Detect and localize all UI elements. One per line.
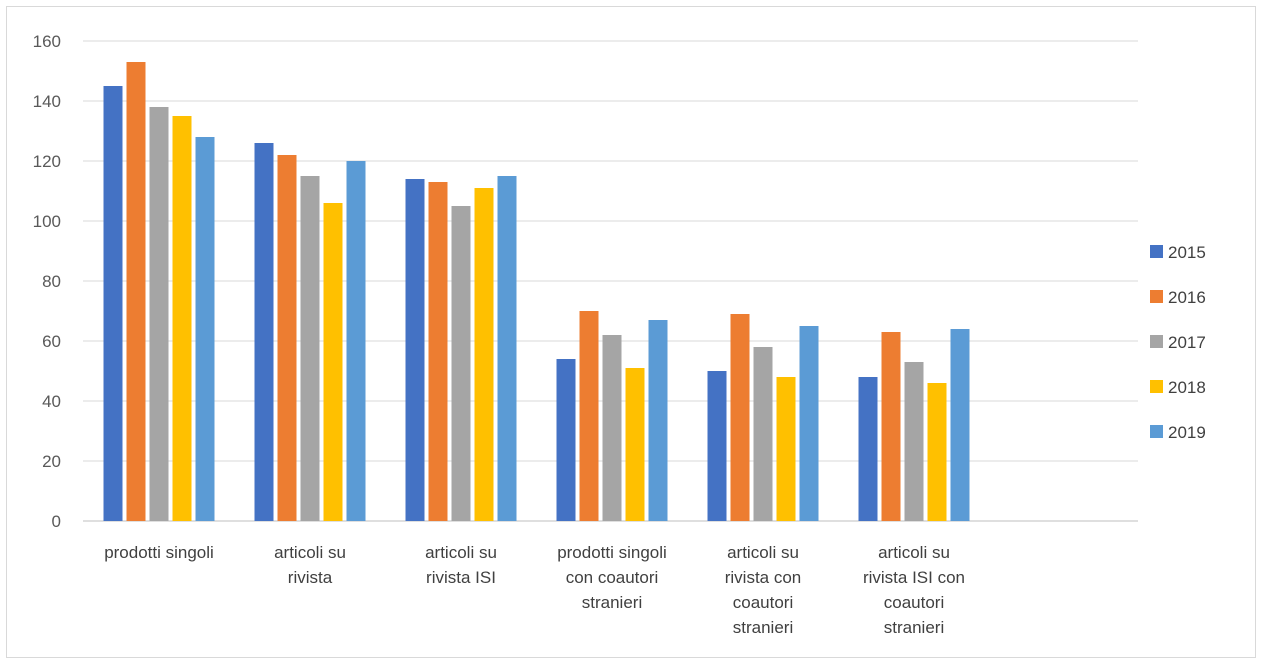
bar-2016 <box>730 314 750 521</box>
y-axis-ticks: 0 20 40 60 80 100 120 140 160 <box>33 32 61 531</box>
legend-swatch <box>1150 245 1163 258</box>
legend-swatch <box>1150 425 1163 438</box>
bar-2015 <box>707 371 727 521</box>
bar-2016 <box>277 155 297 521</box>
x-category-label: prodotti singoli <box>104 543 214 562</box>
legend-label: 2017 <box>1168 333 1206 352</box>
legend-label: 2016 <box>1168 288 1206 307</box>
legend-item-2019[interactable]: 2019 <box>1150 423 1206 442</box>
x-axis-categories: prodotti singoli articoli su rivista artico… <box>104 543 965 637</box>
bar-2019 <box>346 161 366 521</box>
bar-2017 <box>753 347 773 521</box>
bar-2018 <box>776 377 796 521</box>
x-category-label: prodotti singoli con coautori stranieri <box>557 543 667 612</box>
bar-2016 <box>881 332 901 521</box>
legend-swatch <box>1150 290 1163 303</box>
y-tick-label: 100 <box>33 212 61 231</box>
y-tick-label: 80 <box>42 272 61 291</box>
x-category-label: articoli su rivista ISI con coautori strani… <box>863 543 965 637</box>
bar-2019 <box>497 176 517 521</box>
bar-2019 <box>799 326 819 521</box>
bar-2018 <box>323 203 343 521</box>
y-tick-label: 60 <box>42 332 61 351</box>
bar-2019 <box>950 329 970 521</box>
bar-2015 <box>103 86 123 521</box>
bar-2017 <box>904 362 924 521</box>
legend-item-2015[interactable]: 2015 <box>1150 243 1206 262</box>
bar-2016 <box>579 311 599 521</box>
legend[interactable]: 2015 2016 2017 2018 2019 <box>1150 243 1206 442</box>
y-tick-label: 140 <box>33 92 61 111</box>
bar-2017 <box>602 335 622 521</box>
x-category-label: articoli su rivista <box>274 543 346 587</box>
bar-2019 <box>648 320 668 521</box>
legend-swatch <box>1150 380 1163 393</box>
bar-2015 <box>405 179 425 521</box>
bar-2015 <box>254 143 274 521</box>
bar-2018 <box>474 188 494 521</box>
y-tick-label: 40 <box>42 392 61 411</box>
bar-2015 <box>858 377 878 521</box>
bar-2017 <box>149 107 169 521</box>
bar-2015 <box>556 359 576 521</box>
bar-2019 <box>195 137 215 521</box>
legend-item-2017[interactable]: 2017 <box>1150 333 1206 352</box>
legend-label: 2019 <box>1168 423 1206 442</box>
bar-2017 <box>451 206 471 521</box>
legend-label: 2015 <box>1168 243 1206 262</box>
x-category-label: articoli su rivista ISI <box>425 543 497 587</box>
y-tick-label: 120 <box>33 152 61 171</box>
bar-2017 <box>300 176 320 521</box>
y-tick-label: 20 <box>42 452 61 471</box>
legend-item-2016[interactable]: 2016 <box>1150 288 1206 307</box>
y-tick-label: 160 <box>33 32 61 51</box>
legend-item-2018[interactable]: 2018 <box>1150 378 1206 397</box>
legend-swatch <box>1150 335 1163 348</box>
bar-2018 <box>927 383 947 521</box>
bar-2016 <box>126 62 146 521</box>
legend-label: 2018 <box>1168 378 1206 397</box>
bar-2016 <box>428 182 448 521</box>
x-category-label: articoli su rivista con coautori stranieri <box>725 543 802 637</box>
bars <box>103 62 970 521</box>
y-tick-label: 0 <box>52 512 61 531</box>
bar-2018 <box>625 368 645 521</box>
bar-2018 <box>172 116 192 521</box>
